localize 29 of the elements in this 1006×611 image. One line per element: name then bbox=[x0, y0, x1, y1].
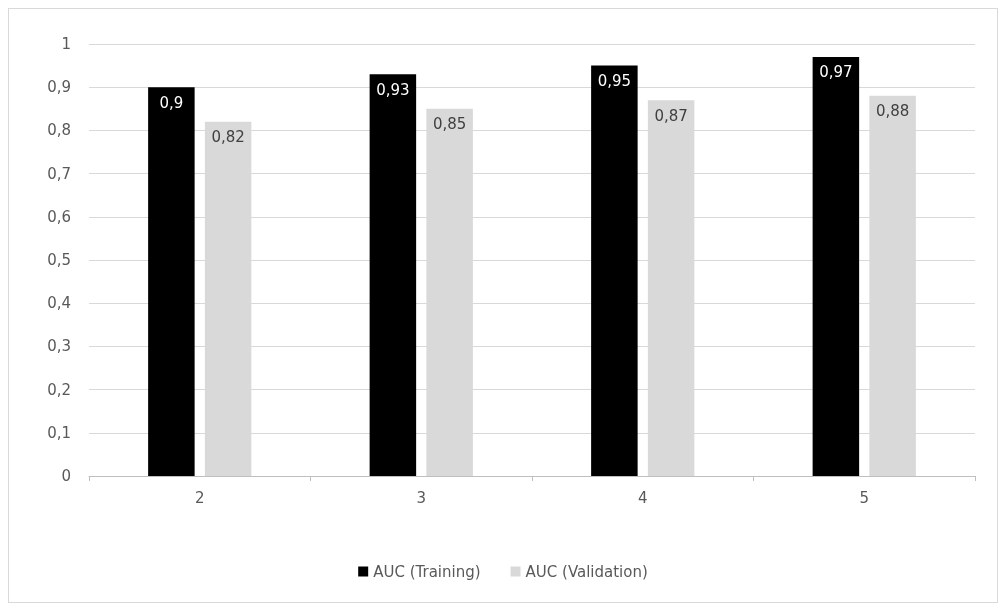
data-label: 0,88 bbox=[875, 102, 910, 121]
y-tick-label: 0,8 bbox=[47, 121, 71, 140]
y-tick-label: 0 bbox=[61, 467, 71, 485]
bar bbox=[812, 56, 860, 476]
y-tick-label: 0,9 bbox=[47, 78, 71, 97]
legend-label: AUC (Validation) bbox=[525, 562, 648, 581]
data-label: 0,82 bbox=[211, 128, 245, 147]
y-tick-label: 0,4 bbox=[47, 294, 71, 313]
data-label: 0,93 bbox=[376, 80, 410, 99]
data-label: 0,85 bbox=[432, 115, 467, 134]
x-tick-label: 3 bbox=[416, 488, 427, 507]
bar bbox=[369, 74, 417, 476]
y-tick-label: 0,2 bbox=[47, 380, 71, 399]
data-label: 0,97 bbox=[819, 63, 853, 82]
bar bbox=[148, 87, 195, 476]
x-tick-label: 2 bbox=[194, 488, 205, 507]
y-tick-label: 0,1 bbox=[47, 423, 71, 442]
x-tick-label: 4 bbox=[637, 488, 648, 507]
legend-label: AUC (Training) bbox=[373, 562, 481, 581]
bar bbox=[591, 65, 638, 476]
y-tick-label: 0,3 bbox=[47, 337, 71, 356]
y-tick-label: 0,6 bbox=[47, 207, 71, 226]
data-label: 0,87 bbox=[654, 106, 688, 125]
y-tick-label: 0,7 bbox=[47, 164, 71, 183]
y-tick-label: 1 bbox=[61, 35, 71, 53]
data-label: 0,9 bbox=[159, 93, 184, 112]
data-label: 0,95 bbox=[597, 72, 632, 91]
y-tick-label: 0,5 bbox=[47, 251, 71, 269]
x-tick-label: 5 bbox=[859, 488, 870, 507]
